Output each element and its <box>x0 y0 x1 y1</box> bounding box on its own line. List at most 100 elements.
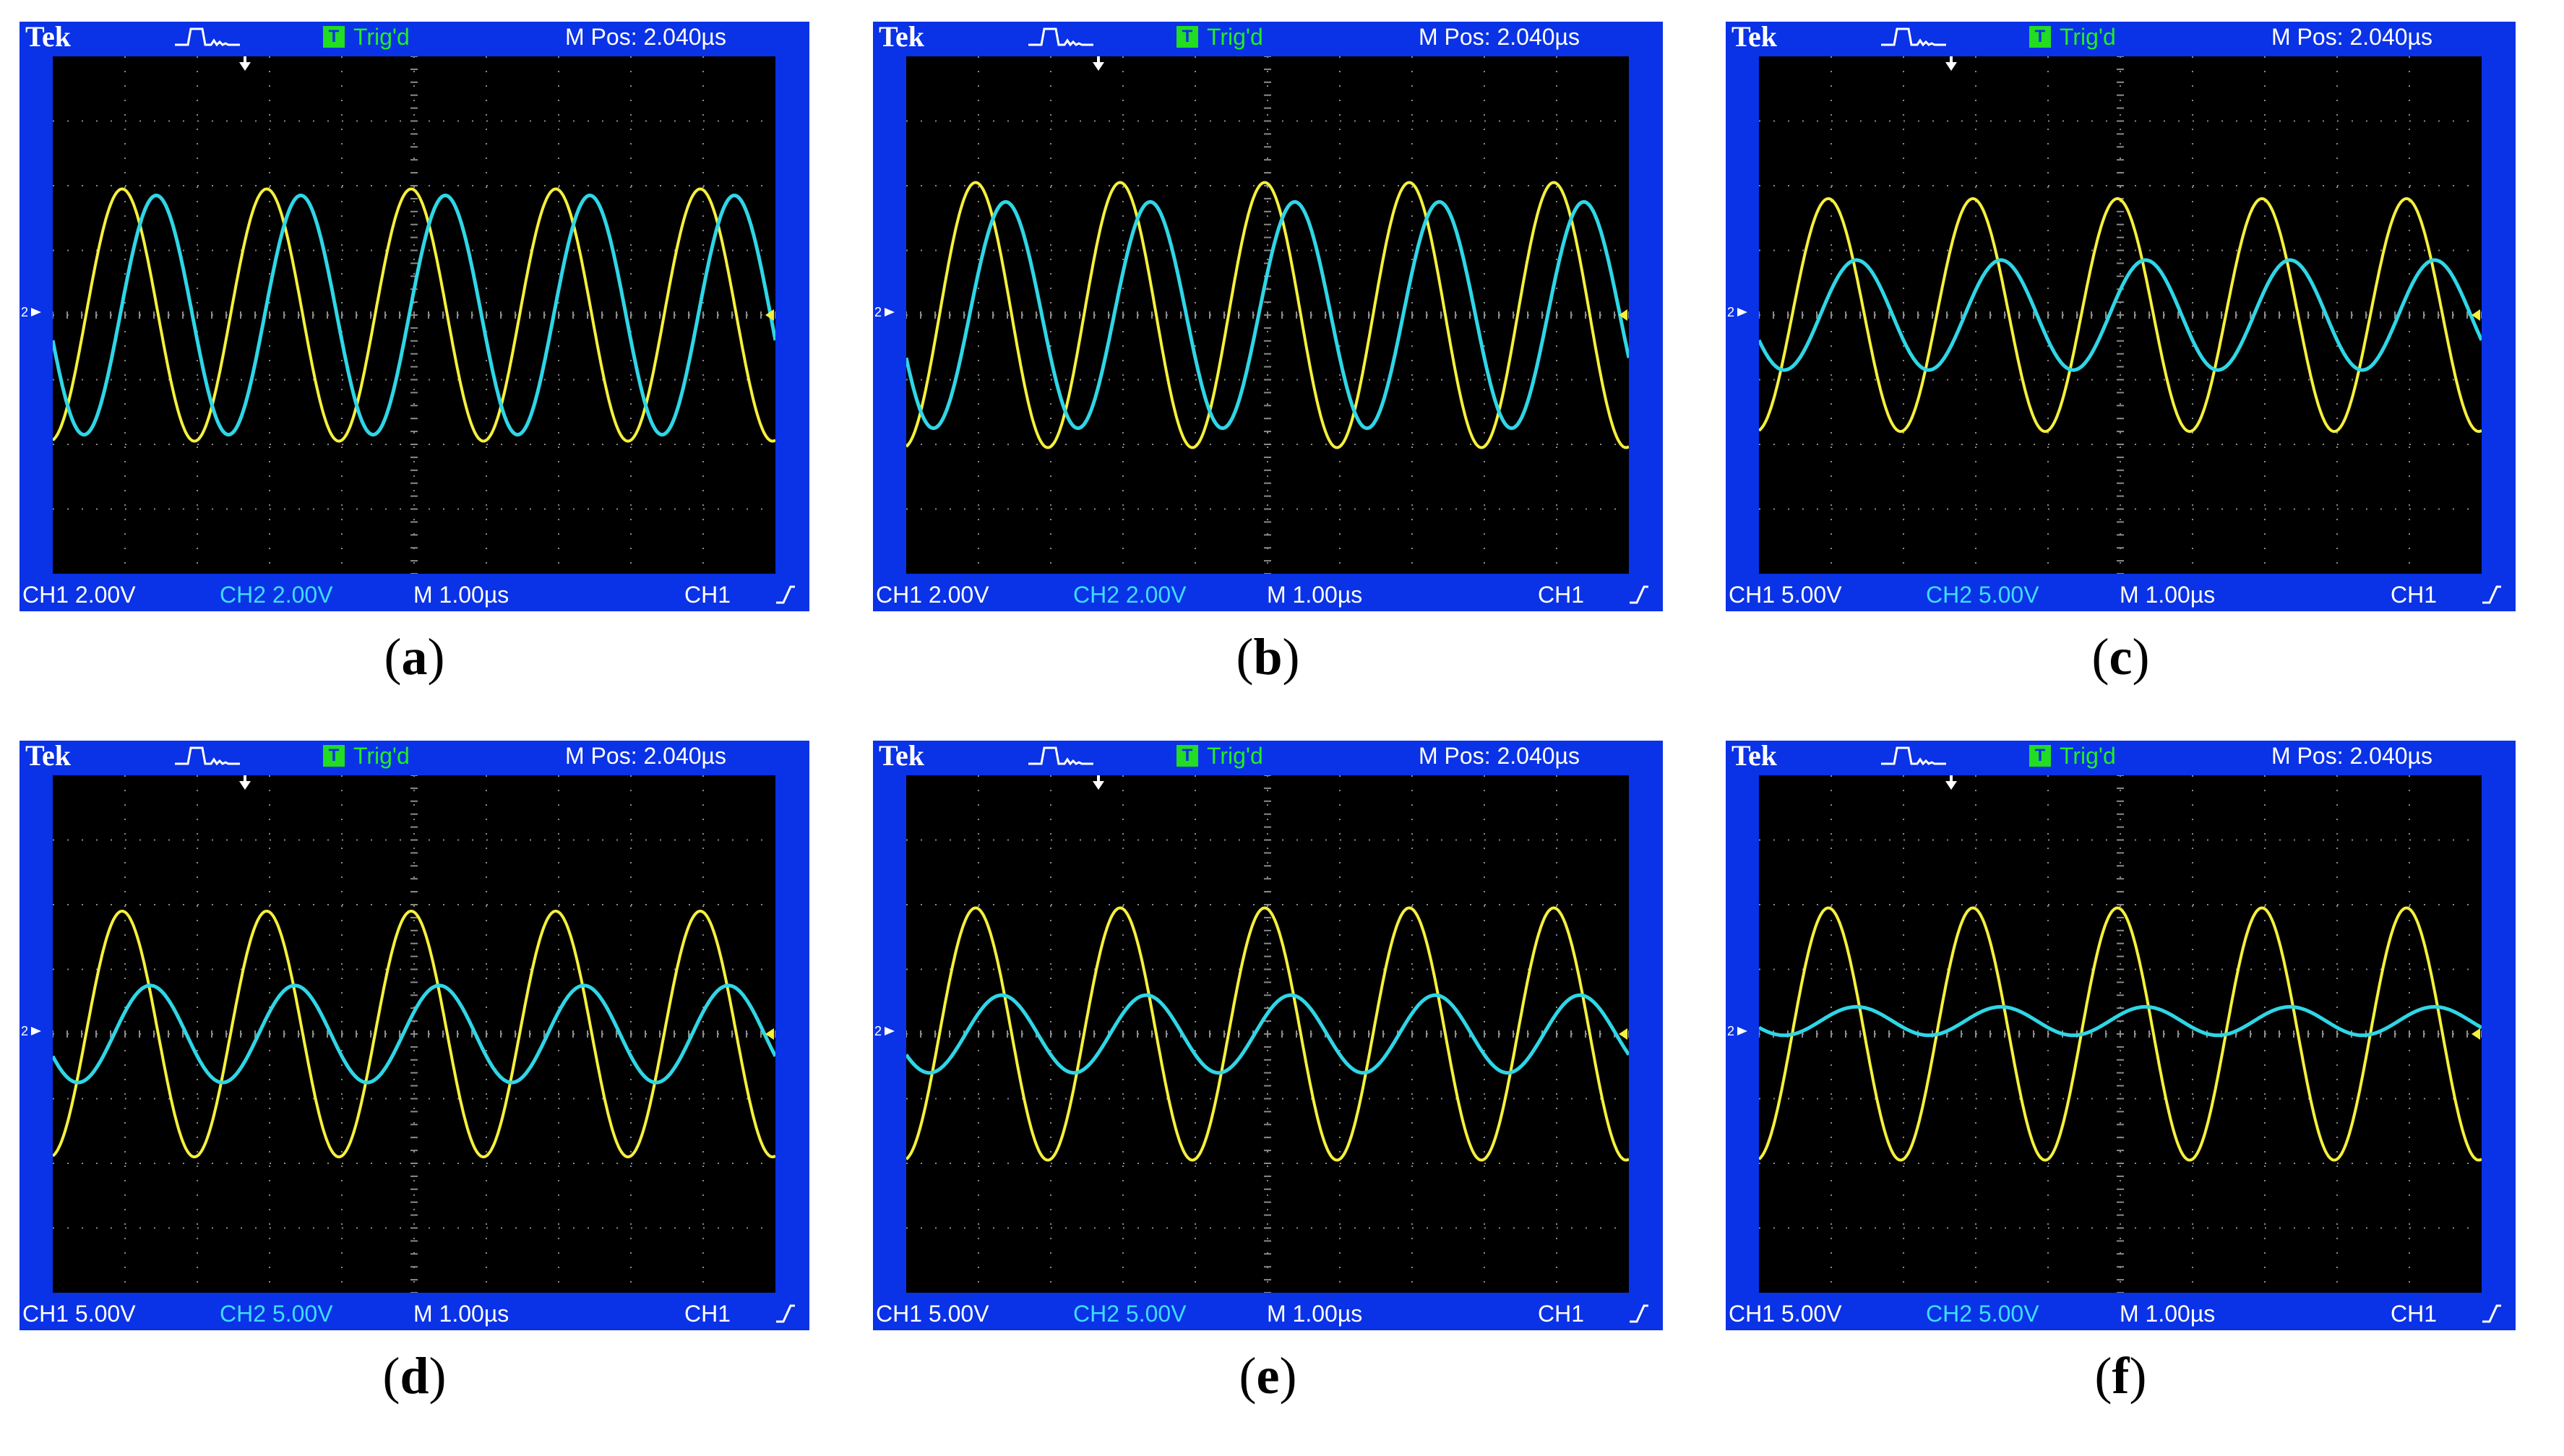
scope-footer: CH1 5.00V CH2 5.00V M 1.00µs CH1 <box>1726 1297 2516 1330</box>
trigger-state-icon: T <box>2029 26 2051 48</box>
timebase: M 1.00µs <box>1267 1301 1363 1327</box>
trigger-source: CH1 <box>2391 582 2438 608</box>
timebase: M 1.00µs <box>2120 1301 2216 1327</box>
oscilloscope-display: Tek T Trig'd M Pos: 2.040µs 2 CH1 2.00V … <box>20 22 809 611</box>
trigger-position-stem <box>1097 56 1100 62</box>
trigger-state-icon: T <box>1176 26 1198 48</box>
waveform-screen <box>1759 775 2482 1293</box>
svg-text:2: 2 <box>21 1024 28 1038</box>
trigger-status: Trig'd <box>353 24 410 50</box>
ch1-waveform <box>906 181 1629 449</box>
ch1-waveform <box>1759 197 2482 434</box>
svg-text:2: 2 <box>1727 1024 1734 1038</box>
ch1-scale: CH1 5.00V <box>22 1301 136 1327</box>
svg-text:2: 2 <box>874 1024 882 1038</box>
rising-edge-icon <box>776 585 795 604</box>
panel-caption: (a) <box>384 628 445 686</box>
waveform-screen <box>53 775 775 1293</box>
scope-header: Tek T Trig'd M Pos: 2.040µs <box>1726 22 2516 52</box>
ground-marker-icon: 2 <box>1727 1024 1747 1038</box>
oscilloscope-display: Tek T Trig'd M Pos: 2.040µs 2 CH1 5.00V … <box>20 741 809 1330</box>
horizontal-position: M Pos: 2.040µs <box>565 743 726 769</box>
waveform-screen <box>906 56 1629 574</box>
timebase: M 1.00µs <box>413 582 509 608</box>
trigger-position-marker-icon <box>1945 62 1957 71</box>
panel-caption-letter: f <box>2112 1347 2130 1405</box>
scope-panel-b: Tek T Trig'd M Pos: 2.040µs 2 CH1 2.00V … <box>873 22 1663 686</box>
scope-header: Tek T Trig'd M Pos: 2.040µs <box>1726 741 2516 771</box>
trigger-status: Trig'd <box>2060 24 2116 50</box>
trigger-source: CH1 <box>1538 1301 1585 1327</box>
trigger-position-marker-icon <box>1093 781 1104 790</box>
ground-marker-icon: 2 <box>874 1024 895 1038</box>
scope-header: Tek T Trig'd M Pos: 2.040µs <box>20 22 809 52</box>
oscilloscope-display: Tek T Trig'd M Pos: 2.040µs 2 CH1 2.00V … <box>873 22 1663 611</box>
panel-caption: (f) <box>2094 1347 2147 1405</box>
horizontal-position: M Pos: 2.040µs <box>2271 24 2432 50</box>
graticule-grid <box>53 56 775 574</box>
oscilloscope-display: Tek T Trig'd M Pos: 2.040µs 2 CH1 5.00V … <box>873 741 1663 1330</box>
oscilloscope-display: Tek T Trig'd M Pos: 2.040µs 2 CH1 5.00V … <box>1726 741 2516 1330</box>
ground-marker-icon: 2 <box>21 305 41 319</box>
acquisition-pulse-icon <box>1028 746 1093 766</box>
scope-header: Tek T Trig'd M Pos: 2.040µs <box>20 741 809 771</box>
panel-caption-letter: d <box>400 1347 429 1405</box>
trigger-level-marker-icon <box>765 1028 774 1040</box>
panel-caption: (e) <box>1239 1347 1297 1405</box>
scope-panel-e: Tek T Trig'd M Pos: 2.040µs 2 CH1 5.00V … <box>873 741 1663 1405</box>
ch1-scale: CH1 2.00V <box>22 582 136 608</box>
ch2-waveform <box>1759 258 2482 372</box>
ch1-waveform <box>1759 906 2482 1162</box>
trigger-level-marker-icon <box>1619 1028 1627 1040</box>
trigger-position-stem <box>1097 775 1100 781</box>
brand-logo: Tek <box>25 741 72 772</box>
rising-edge-icon <box>1630 585 1648 604</box>
trigger-position-stem <box>244 775 246 781</box>
scope-footer: CH1 5.00V CH2 5.00V M 1.00µs CH1 <box>873 1297 1663 1330</box>
acquisition-pulse-icon <box>1881 746 1946 766</box>
acquisition-pulse-icon <box>1881 27 1946 47</box>
trigger-state-icon: T <box>323 26 345 48</box>
trigger-position-stem <box>1950 775 1953 781</box>
trigger-position-marker-icon <box>1093 62 1104 71</box>
rising-edge-icon <box>776 1304 795 1323</box>
ground-marker-icon: 2 <box>21 1024 41 1038</box>
ch2-waveform <box>53 983 775 1085</box>
panel-caption: (c) <box>2091 628 2150 686</box>
brand-logo: Tek <box>1731 22 1778 53</box>
acquisition-pulse-icon <box>175 27 240 47</box>
ch2-scale: CH2 2.00V <box>1073 582 1187 608</box>
trigger-state-icon: T <box>323 745 345 767</box>
ch2-waveform <box>1759 1004 2482 1038</box>
trigger-level-marker-icon <box>1619 309 1627 321</box>
trigger-position-marker-icon <box>239 62 251 71</box>
timebase: M 1.00µs <box>1267 582 1363 608</box>
ch2-scale: CH2 5.00V <box>1926 1301 2039 1327</box>
graticule-grid <box>906 775 1629 1293</box>
horizontal-position: M Pos: 2.040µs <box>1419 743 1580 769</box>
trigger-position-marker-icon <box>239 781 251 790</box>
panel-caption-letter: c <box>2109 628 2133 686</box>
ch2-scale: CH2 5.00V <box>1926 582 2039 608</box>
acquisition-pulse-icon <box>175 746 240 766</box>
ground-marker-icon: 2 <box>874 305 895 319</box>
svg-text:2: 2 <box>1727 305 1734 319</box>
graticule-grid <box>1759 56 2482 574</box>
trigger-status: Trig'd <box>2060 743 2116 769</box>
brand-logo: Tek <box>1731 741 1778 772</box>
waveform-screen <box>1759 56 2482 574</box>
ch1-scale: CH1 5.00V <box>876 1301 989 1327</box>
ch2-waveform <box>53 193 775 437</box>
trigger-source: CH1 <box>684 582 731 608</box>
trigger-position-stem <box>1950 56 1953 62</box>
scope-panel-d: Tek T Trig'd M Pos: 2.040µs 2 CH1 5.00V … <box>20 741 809 1405</box>
trigger-level-marker-icon <box>2471 309 2480 321</box>
trigger-source: CH1 <box>2391 1301 2438 1327</box>
brand-logo: Tek <box>879 741 925 772</box>
scope-header: Tek T Trig'd M Pos: 2.040µs <box>873 22 1663 52</box>
scope-footer: CH1 5.00V CH2 5.00V M 1.00µs CH1 <box>1726 578 2516 611</box>
waveform-screen <box>906 775 1629 1293</box>
ch1-waveform <box>53 187 775 443</box>
panel-caption-letter: b <box>1253 628 1283 686</box>
trigger-level-marker-icon <box>2471 1028 2480 1040</box>
